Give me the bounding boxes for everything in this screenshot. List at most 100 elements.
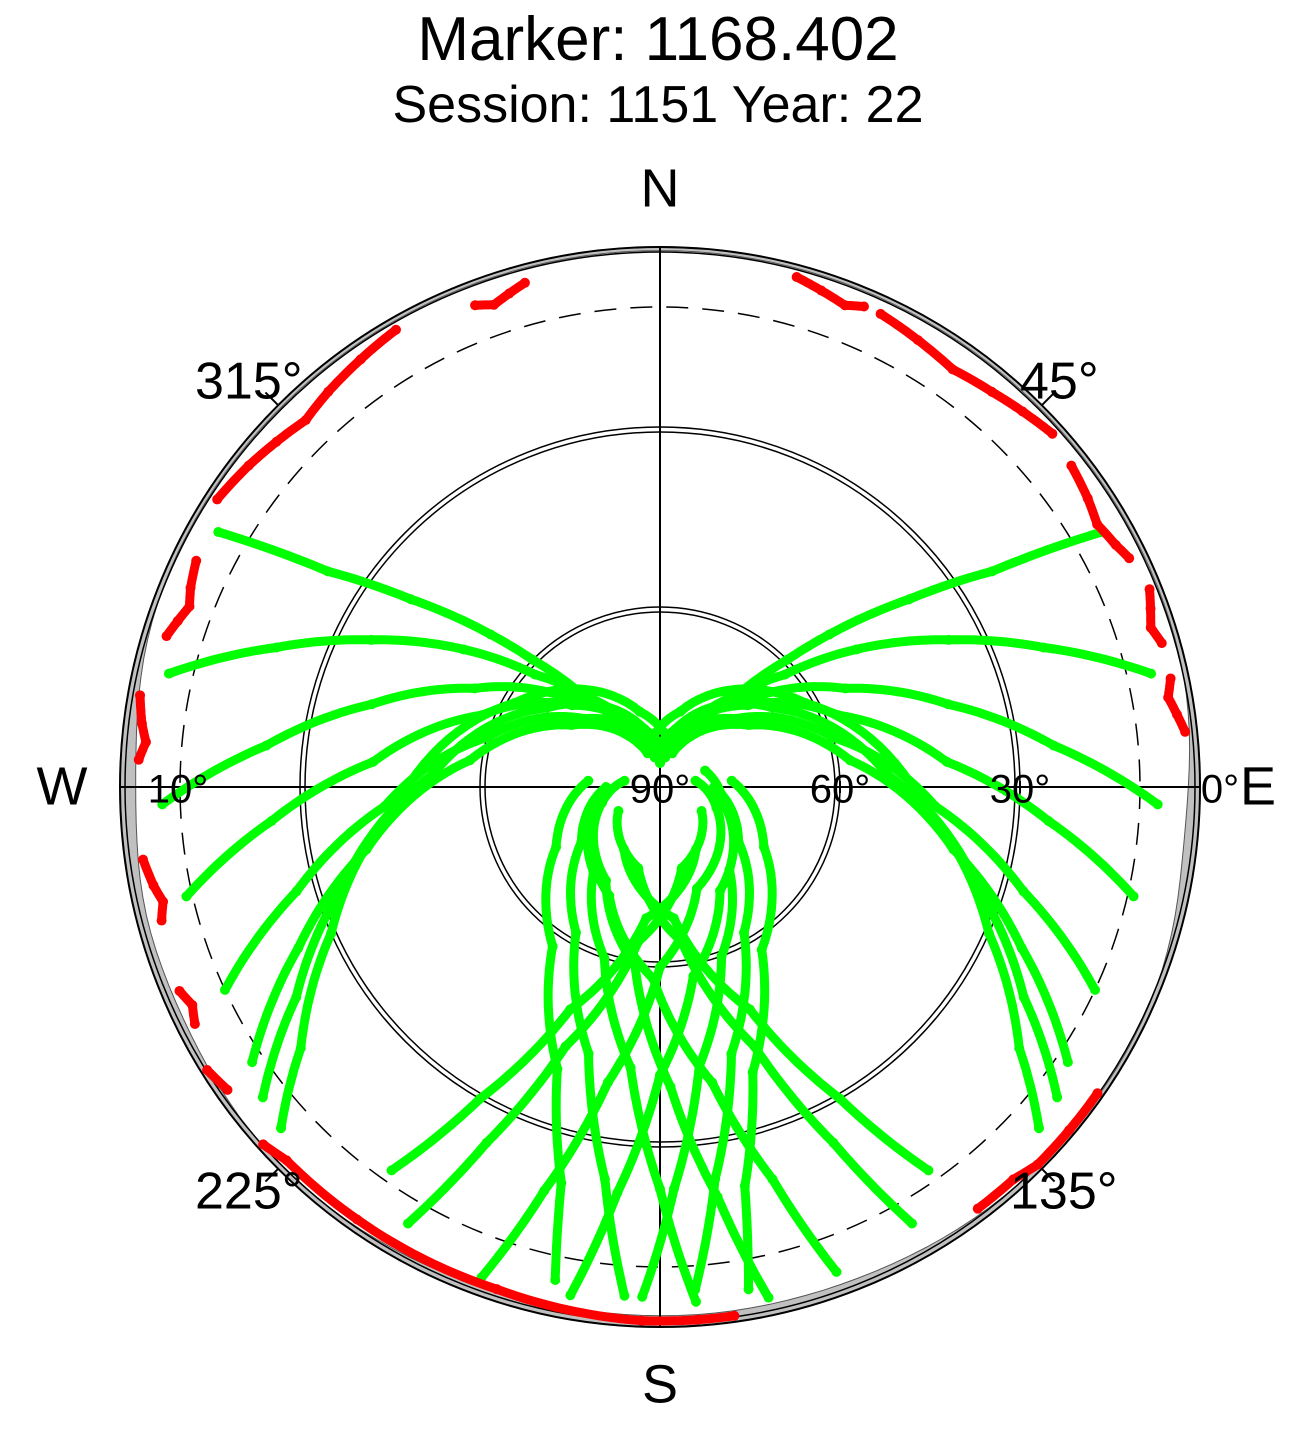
track-25-point-5 <box>583 775 594 786</box>
track-36 <box>876 309 1057 439</box>
track-10-point-3 <box>840 683 851 694</box>
track-13-point-3 <box>845 755 856 766</box>
track-37-point-2 <box>1092 519 1103 530</box>
track-14-point-0 <box>1052 1092 1063 1103</box>
track-14-point-5 <box>670 724 681 735</box>
azimuth-tick-225 <box>264 1168 279 1183</box>
track-34-point-3 <box>156 915 167 926</box>
track-0-point-4 <box>527 654 538 665</box>
track-12-point-0 <box>1090 984 1101 995</box>
track-22-point-2 <box>665 1081 676 1092</box>
track-22-point-0 <box>763 1292 774 1303</box>
track-1-point-4 <box>530 669 541 680</box>
track-30-point-4 <box>271 436 282 447</box>
track-26-point-2 <box>749 1041 760 1052</box>
track-23-point-0 <box>690 1296 701 1307</box>
track-9-point-2 <box>943 634 954 645</box>
track-11-point-1 <box>1043 815 1054 826</box>
elevation-label-60: 60° <box>810 768 871 812</box>
track-19-point-3 <box>739 927 749 938</box>
track-27-point-5 <box>696 806 707 816</box>
track-8-point-4 <box>782 654 793 665</box>
track-18-point-0 <box>637 1291 648 1302</box>
axis-labels: 315° 45° 135° 225° 90° 60° 30° 0° 10° <box>148 353 1239 1221</box>
track-31-point-0 <box>191 555 202 566</box>
track-18-point-4 <box>724 864 735 875</box>
track-16-point-2 <box>602 1077 613 1088</box>
track-28-point-3 <box>668 913 679 924</box>
track-41-point-4 <box>972 1203 983 1214</box>
track-36-point-1 <box>913 335 923 346</box>
track-40-point-0 <box>791 271 802 282</box>
track-0-point-0 <box>213 527 224 537</box>
track-15-point-1 <box>1014 1042 1025 1053</box>
track-36-point-5 <box>1047 428 1058 439</box>
compass-east-label: E <box>1240 756 1276 816</box>
track-31 <box>162 556 201 641</box>
track-7-point-4 <box>509 698 520 708</box>
track-14-point-4 <box>768 702 779 713</box>
elevation-label-10: 10° <box>148 768 209 812</box>
track-26-point-0 <box>907 1218 917 1229</box>
track-36-point-4 <box>1017 406 1028 417</box>
track-13-point-1 <box>1016 943 1027 954</box>
track-1-point-3 <box>458 644 469 655</box>
track-0-point-3 <box>485 629 496 640</box>
track-25-point-0 <box>550 1274 561 1285</box>
track-28-point-1 <box>835 1093 845 1104</box>
track-15-point-0 <box>1034 1123 1045 1134</box>
track-39-point-3 <box>1180 726 1191 737</box>
track-0-point-2 <box>405 594 416 605</box>
azimuth-tick-45 <box>1041 391 1056 406</box>
compass-west-label: W <box>37 756 88 816</box>
track-34 <box>138 855 168 926</box>
track-42-point-5 <box>281 1155 292 1166</box>
track-32-point-1 <box>136 718 147 729</box>
track-39-point-1 <box>1163 692 1174 703</box>
track-7-point-5 <box>634 706 645 717</box>
track-8 <box>671 527 1107 747</box>
track-28-point-2 <box>744 1004 755 1015</box>
track-34-point-1 <box>148 880 159 891</box>
track-40 <box>792 272 869 311</box>
track-26-point-1 <box>828 1137 839 1148</box>
track-6-point-5 <box>639 724 650 735</box>
track-43-point-0 <box>222 1084 233 1095</box>
track-4-point-2 <box>379 801 390 812</box>
track-16-point-3 <box>655 962 665 972</box>
track-12 <box>667 712 1100 995</box>
track-4-point-3 <box>481 732 492 743</box>
track-23-point-2 <box>625 1062 636 1073</box>
track-36-point-3 <box>986 386 997 397</box>
track-41-point-2 <box>1032 1159 1043 1170</box>
azimuth-label-315: 315° <box>195 353 303 411</box>
chart-subtitle: Session: 1151 Year: 22 <box>392 76 923 134</box>
track-12-point-1 <box>1018 886 1029 897</box>
track-19-point-5 <box>709 782 719 792</box>
track-1-point-1 <box>271 642 282 653</box>
track-23 <box>582 792 701 1307</box>
track-37-point-0 <box>1066 460 1077 471</box>
track-33-point-3 <box>470 300 481 311</box>
track-37-point-3 <box>1110 539 1121 550</box>
track-27-point-0 <box>403 1218 413 1229</box>
track-39-point-2 <box>1171 709 1182 720</box>
track-6-point-3 <box>427 770 438 781</box>
track-14-point-1 <box>1018 992 1029 1002</box>
track-19-point-2 <box>726 1048 737 1059</box>
track-17-point-4 <box>715 885 725 896</box>
track-24-point-0 <box>619 1290 630 1301</box>
track-21-point-2 <box>707 1077 718 1088</box>
track-24-point-3 <box>571 927 581 938</box>
track-19-point-4 <box>733 837 744 848</box>
track-43-point-1 <box>202 1064 213 1075</box>
track-29-point-0 <box>386 1165 397 1176</box>
track-29-point-1 <box>475 1093 485 1104</box>
track-38-point-2 <box>1145 622 1156 633</box>
track-0 <box>213 527 649 747</box>
track-18-point-1 <box>669 1183 680 1194</box>
track-27-point-4 <box>676 863 687 874</box>
track-6-point-0 <box>257 1092 268 1103</box>
track-21-point-1 <box>767 1174 778 1185</box>
track-33-point-0 <box>519 277 530 288</box>
